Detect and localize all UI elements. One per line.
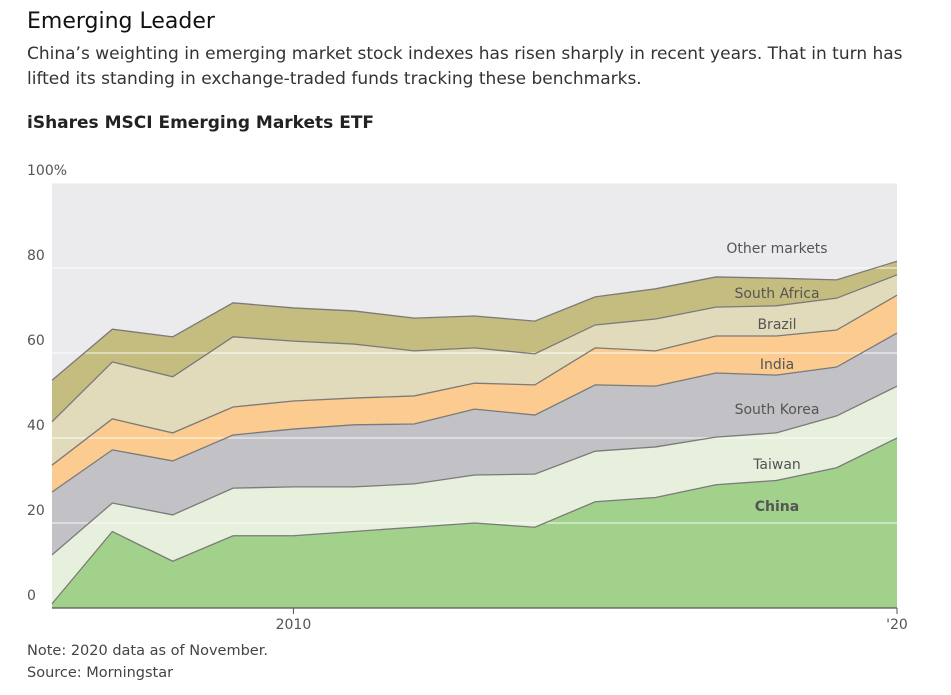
y-tick-label: 100% [27, 163, 67, 179]
series-label: China [755, 499, 799, 515]
chart: 0 20 40 60 80 100% China Taiwan South Korea India… [27, 163, 908, 633]
area [52, 261, 897, 422]
area [52, 274, 897, 466]
area-edge [51, 294, 898, 466]
y-tick-label: 20 [27, 503, 45, 519]
area [52, 333, 897, 555]
y-tick-label: 80 [27, 248, 45, 264]
area-edge [51, 274, 898, 423]
area [52, 386, 897, 604]
title: Emerging Leader [27, 9, 215, 34]
area-edge [51, 385, 898, 556]
y-tick-label: 60 [27, 333, 45, 349]
area-edge [51, 332, 898, 493]
series-label: South Korea [735, 402, 820, 418]
note: Note: 2020 data as of November. [27, 643, 268, 659]
source: Source: Morningstar [27, 665, 174, 681]
subtitle: China’s weighting in emerging market sto… [27, 44, 903, 89]
area-edge [51, 260, 898, 381]
series-label: Taiwan [752, 457, 801, 473]
series-label: Other markets [726, 241, 827, 257]
series-label: India [760, 357, 794, 373]
y-tick-label: 40 [27, 418, 45, 434]
area [52, 183, 897, 381]
y-tick-label: 0 [27, 588, 36, 604]
series-label: Brazil [757, 317, 796, 333]
area [52, 295, 897, 492]
area-edge [51, 437, 898, 605]
series-label: South Africa [734, 286, 819, 302]
x-tick-label: '20 [886, 617, 908, 633]
x-tick-label: 2010 [276, 617, 312, 633]
chart-title: iShares MSCI Emerging Markets ETF [27, 113, 375, 133]
